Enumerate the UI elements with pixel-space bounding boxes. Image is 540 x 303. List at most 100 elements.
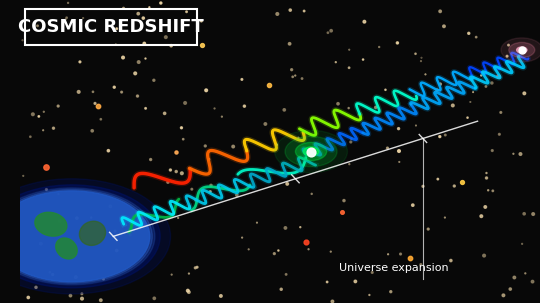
Point [521, 271, 530, 276]
Point [496, 110, 505, 115]
Point [529, 211, 537, 216]
Point [37, 241, 45, 246]
Point [99, 277, 108, 282]
Point [24, 295, 32, 300]
Point [506, 287, 515, 291]
Point [528, 279, 537, 284]
Point [345, 65, 353, 70]
Point [45, 270, 54, 275]
Point [19, 173, 28, 178]
Point [238, 235, 246, 240]
Point [368, 270, 376, 275]
Point [134, 11, 143, 16]
Point [288, 75, 297, 79]
Point [205, 157, 213, 162]
Point [338, 210, 347, 215]
Point [26, 134, 35, 139]
Point [411, 123, 420, 128]
Point [383, 146, 392, 151]
Point [287, 67, 296, 72]
Point [191, 265, 200, 270]
Point [217, 294, 225, 298]
Point [49, 272, 57, 277]
Point [131, 71, 139, 76]
Point [210, 106, 219, 111]
Point [294, 135, 303, 140]
Point [185, 290, 193, 295]
Point [178, 171, 186, 176]
Point [381, 87, 390, 92]
Point [206, 189, 214, 194]
Ellipse shape [79, 221, 106, 245]
Point [411, 51, 420, 56]
Point [245, 247, 253, 252]
Point [504, 43, 513, 48]
Point [62, 15, 71, 20]
Point [78, 291, 86, 296]
Point [218, 114, 226, 119]
Point [286, 8, 295, 12]
Circle shape [501, 38, 540, 62]
Point [394, 126, 403, 131]
Point [91, 101, 99, 106]
Point [88, 128, 97, 133]
Point [240, 104, 249, 108]
Point [396, 251, 405, 256]
Point [334, 101, 342, 106]
Point [270, 251, 279, 256]
Point [54, 192, 63, 197]
Point [387, 289, 395, 294]
Point [171, 149, 180, 154]
Point [71, 275, 80, 280]
Point [185, 271, 193, 276]
Point [291, 73, 300, 78]
Point [93, 104, 102, 108]
Point [436, 9, 444, 14]
Point [282, 272, 291, 277]
Point [510, 275, 519, 280]
Point [54, 104, 63, 108]
Point [347, 140, 355, 145]
Point [482, 84, 490, 89]
Point [323, 30, 332, 35]
Point [408, 203, 417, 208]
Point [517, 48, 526, 52]
Point [301, 240, 310, 245]
Circle shape [0, 179, 171, 294]
Point [167, 43, 176, 48]
Point [520, 211, 529, 216]
Point [480, 253, 488, 258]
Point [499, 293, 508, 298]
Point [406, 255, 414, 260]
Point [157, 1, 165, 5]
Point [482, 175, 491, 180]
Circle shape [0, 191, 150, 282]
Point [416, 262, 425, 267]
Point [351, 279, 360, 284]
Point [509, 151, 518, 156]
Point [434, 177, 442, 181]
Point [323, 280, 332, 285]
Point [516, 152, 525, 156]
Point [488, 148, 497, 153]
Point [274, 248, 283, 253]
Point [469, 90, 477, 95]
Ellipse shape [35, 212, 67, 236]
Text: Universe expansion: Universe expansion [340, 263, 449, 273]
Point [395, 148, 403, 153]
Circle shape [0, 188, 155, 285]
Point [126, 233, 134, 238]
Point [66, 293, 75, 298]
Point [347, 136, 356, 141]
Point [283, 181, 292, 186]
Point [477, 73, 485, 78]
Point [179, 137, 187, 142]
Point [207, 183, 215, 188]
Point [307, 191, 316, 196]
Point [112, 26, 121, 31]
Point [76, 59, 84, 64]
Point [375, 45, 383, 49]
Point [133, 94, 142, 98]
Point [418, 184, 427, 189]
Point [35, 114, 43, 119]
